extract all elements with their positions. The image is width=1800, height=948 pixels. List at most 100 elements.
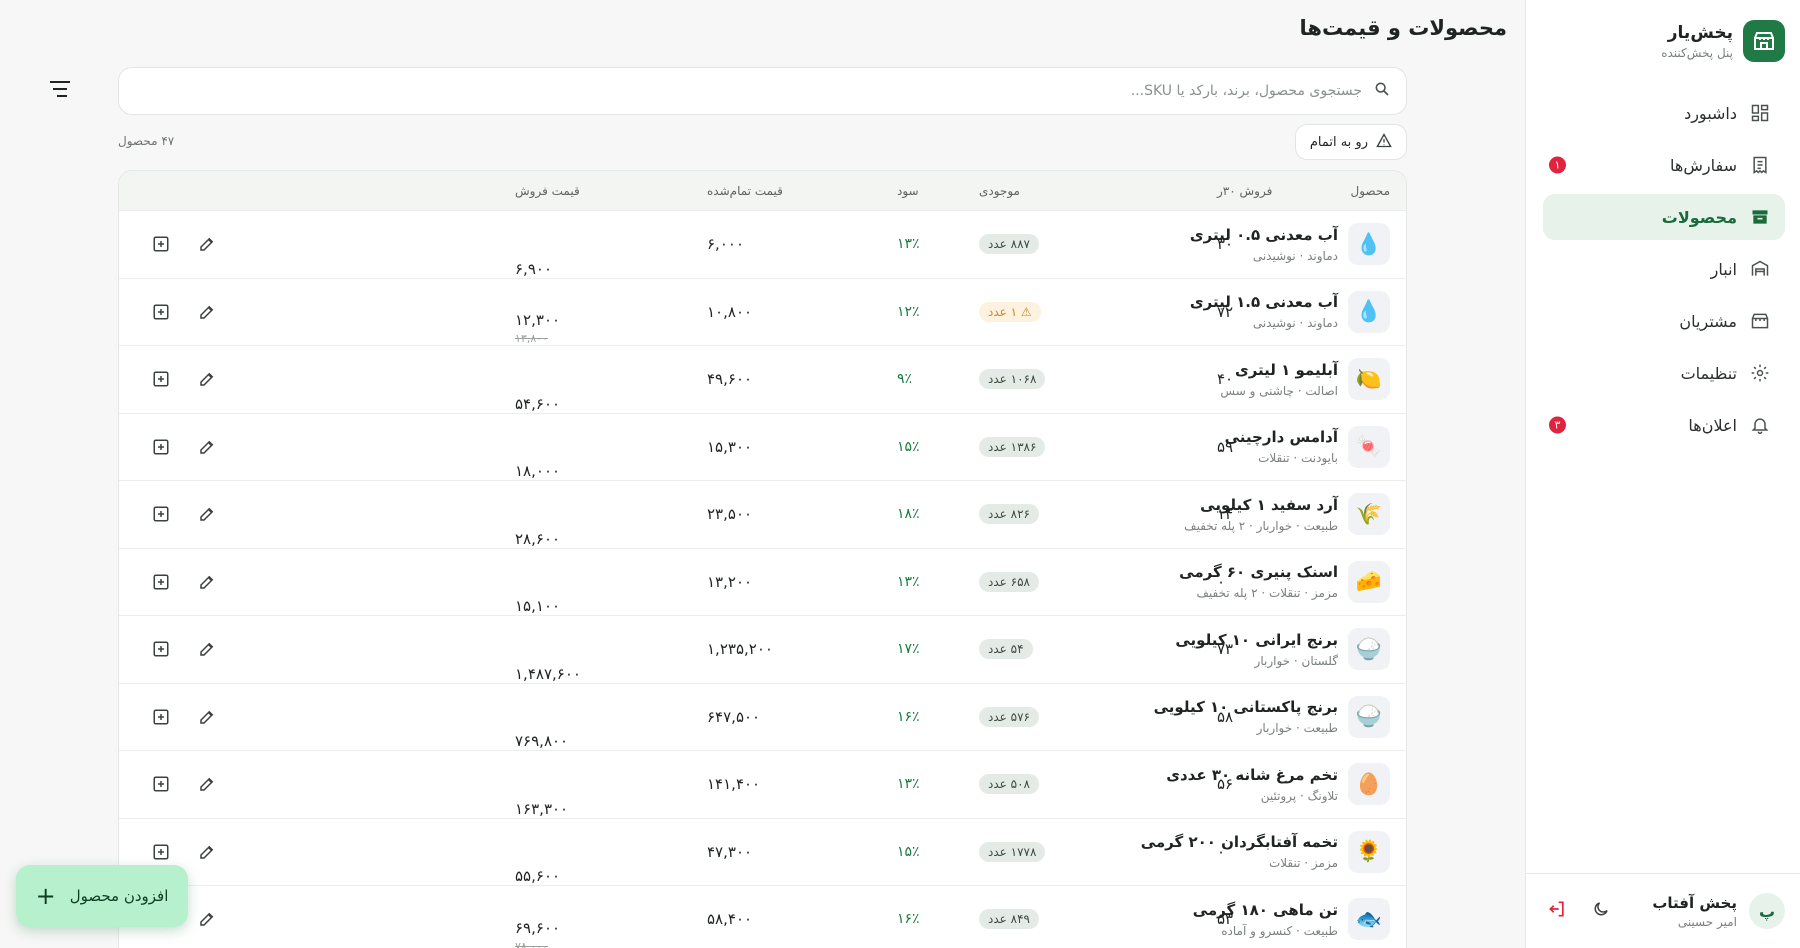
add-stock-icon[interactable] [149, 232, 173, 256]
table-row[interactable]: 💧 آب معدنی ۰.۵ لیتری دماوند · نوشیدنی ۶,۹۰۰… [119, 211, 1406, 279]
table-row[interactable]: 🍋 آبلیمو ۱ لیتری اصالت · چاشنی و سس ۵۴,۶۰۰ ۴… [119, 346, 1406, 414]
edit-icon[interactable] [195, 840, 219, 864]
add-stock-icon[interactable] [149, 300, 173, 324]
table-header: محصول قیمت فروش قیمت تمام‌شده سود موجودی… [119, 171, 1406, 211]
table-row[interactable]: 🍚 برنج پاکستانی ۱۰ کیلویی طبیعت · خواربار ۷… [119, 684, 1406, 751]
add-stock-icon[interactable] [149, 502, 173, 526]
sidebar-item-warehouse[interactable]: انبار [1543, 246, 1785, 292]
profit-percent: ۱۸٪ [897, 506, 920, 523]
price-cell: ۷۶۹,۸۰۰ [515, 684, 645, 750]
cost-price: ۱۰,۸۰۰ [707, 302, 753, 321]
edit-icon[interactable] [195, 367, 219, 391]
actions-cell [149, 211, 219, 278]
product-name: آب معدنی ۰.۵ لیتری [1189, 225, 1338, 244]
edit-icon[interactable] [195, 907, 219, 931]
product-name: آب معدنی ۱.۵ لیتری [1189, 293, 1338, 312]
header-price[interactable]: قیمت فروش [515, 184, 580, 198]
cost-cell: ۱۴۱,۴۰۰ [707, 751, 827, 818]
add-stock-icon[interactable] [149, 435, 173, 459]
product-meta: طبیعت · خواربار · ۲ پله تخفیف [1184, 518, 1338, 533]
dashboard-icon [1749, 102, 1771, 124]
product-thumbnail: 🍋 [1348, 358, 1390, 401]
sales-cell: ۰ [1217, 819, 1277, 886]
product-meta: طبیعت · کنسرو و آماده [1221, 923, 1338, 938]
sale-price: ۵۴,۶۰۰ [515, 394, 561, 413]
bell-icon [1749, 414, 1771, 436]
stock-badge: ۶۵۸ عدد [979, 571, 1039, 592]
price-cell: ۶۹,۶۰۰ ۷۸,۰۰۰ [515, 886, 645, 948]
header-profit[interactable]: سود [897, 184, 919, 198]
stock-badge: ۵۰۸ عدد [979, 774, 1039, 795]
sale-price: ۲۸,۶۰۰ [515, 529, 561, 548]
stock-badge: ۸۸۷ عدد [979, 234, 1039, 255]
edit-icon[interactable] [195, 637, 219, 661]
sidebar-item-customers[interactable]: مشتریان [1543, 298, 1785, 344]
warehouse-icon [1749, 258, 1771, 280]
sales-cell: ۱۴ [1217, 481, 1277, 548]
plus-icon: + [35, 882, 56, 910]
cost-price: ۱,۲۳۵,۲۰۰ [707, 640, 773, 659]
sales-cell: ۷۲ [1217, 279, 1277, 346]
stock-cell: ۵۷۶ عدد [979, 684, 1089, 751]
price-cell: ۱۲,۳۰۰ ۱۳,۸۰۰ [515, 279, 645, 345]
add-product-button[interactable]: افزودن محصول + [16, 865, 188, 927]
sales-cell: ۵۹ [1217, 414, 1277, 481]
table-row[interactable]: 🥚 تخم مرغ شانه ۳۰ عددی تلاونگ · پروتئین ۱۶۳… [119, 751, 1406, 819]
edit-icon[interactable] [195, 502, 219, 526]
header-stock[interactable]: موجودی [979, 184, 1020, 198]
edit-icon[interactable] [195, 435, 219, 459]
sidebar-item-orders[interactable]: سفارش‌ها ۱ [1543, 142, 1785, 188]
sidebar-item-notifications[interactable]: اعلان‌ها ۳ [1543, 402, 1785, 448]
price-cell: ۱۵,۱۰۰ [515, 549, 645, 615]
edit-icon[interactable] [195, 705, 219, 729]
edit-icon[interactable] [195, 570, 219, 594]
actions-cell [149, 481, 219, 548]
logout-button[interactable] [1541, 895, 1573, 927]
price-cell: ۵۴,۶۰۰ [515, 346, 645, 413]
header-product[interactable]: محصول [1350, 184, 1391, 198]
table-row[interactable]: 🍬 آدامس دارچینی بایودنت · تنقلات ۱۸,۰۰۰ ۱۵,۳… [119, 414, 1406, 481]
add-stock-icon[interactable] [149, 840, 173, 864]
stock-badge: ۸۴۹ عدد [979, 909, 1039, 930]
avatar[interactable]: پ [1749, 893, 1785, 929]
add-stock-icon[interactable] [149, 705, 173, 729]
sidebar-item-settings[interactable]: تنظیمات [1543, 350, 1785, 396]
table-row[interactable]: 🌻 تخمه آفتابگردان ۲۰۰ گرمی مزمز · تنقلات ۵۵… [119, 819, 1406, 886]
product-cell: 🍚 برنج ایرانی ۱۰ کیلویی گلستان · خواربار [1175, 616, 1390, 683]
profit-percent: ۱۵٪ [897, 438, 920, 455]
sidebar-item-label: سفارش‌ها [1670, 155, 1737, 175]
stock-cell: ⚠ ۱ عدد [979, 279, 1089, 346]
sales-cell: ۰ [1217, 549, 1277, 616]
low-stock-filter-chip[interactable]: رو به اتمام [1294, 124, 1407, 160]
table-row[interactable]: 🧀 اسنک پنیری ۶۰ گرمی مزمز · تنقلات · ۲ پله… [119, 549, 1406, 616]
edit-icon[interactable] [195, 300, 219, 324]
add-stock-icon[interactable] [149, 637, 173, 661]
sales-30d: ۴۰ [1217, 370, 1234, 389]
edit-icon[interactable] [195, 232, 219, 256]
header-cost[interactable]: قیمت تمام‌شده [707, 184, 783, 198]
price-cell: ۶,۹۰۰ [515, 211, 645, 278]
profit-percent: ۱۵٪ [897, 843, 920, 860]
add-stock-icon[interactable] [149, 772, 173, 796]
table-row[interactable]: 🍚 برنج ایرانی ۱۰ کیلویی گلستان · خواربار ۱,… [119, 616, 1406, 684]
table-row[interactable]: 💧 آب معدنی ۱.۵ لیتری دماوند · نوشیدنی ۱۲,۳۰… [119, 279, 1406, 346]
stock-cell: ۸۴۹ عدد [979, 886, 1089, 948]
sidebar-item-dashboard[interactable]: داشبورد [1543, 90, 1785, 136]
edit-icon[interactable] [195, 772, 219, 796]
cost-cell: ۱,۲۳۵,۲۰۰ [707, 616, 827, 683]
table-row[interactable]: 🐟 تن ماهی ۱۸۰ گرمی طبیعت · کنسرو و آماده ۶۹… [119, 886, 1406, 948]
sidebar-item-products[interactable]: محصولات [1543, 194, 1785, 240]
sidebar: پخش‌یار پنل پخش‌کننده داشبورد سفارش‌ها ۱… [1525, 0, 1800, 948]
filter-button[interactable] [43, 78, 77, 104]
add-stock-icon[interactable] [149, 570, 173, 594]
add-stock-icon[interactable] [149, 367, 173, 391]
dark-mode-toggle[interactable] [1585, 895, 1617, 927]
product-meta: مزمز · تنقلات · ۲ پله تخفیف [1196, 586, 1338, 601]
profit-cell: ۱۶٪ [897, 684, 967, 751]
header-sales[interactable]: فروش ۳۰ر [1217, 184, 1273, 198]
profit-percent: ۱۶٪ [897, 708, 920, 725]
search-input[interactable] [135, 83, 1362, 99]
actions-cell [149, 279, 219, 346]
table-row[interactable]: 🌾 آرد سفید ۱ کیلویی طبیعت · خواربار · ۲ پل… [119, 481, 1406, 549]
actions-cell [149, 346, 219, 413]
